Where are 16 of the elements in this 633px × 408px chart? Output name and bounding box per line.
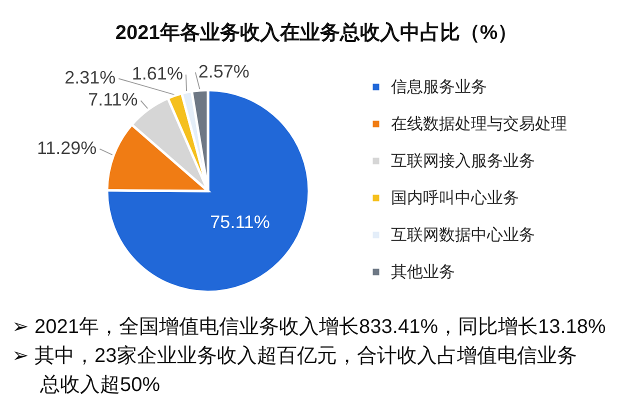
legend-label: 在线数据处理与交易处理	[391, 115, 567, 133]
legend-label: 国内呼叫中心业务	[391, 189, 519, 207]
data-label: 1.61%	[132, 64, 183, 84]
legend-label: 互联网数据中心业务	[391, 226, 535, 244]
data-label: 11.29%	[36, 138, 97, 158]
data-label: 7.11%	[88, 90, 138, 110]
data-label: 2.57%	[198, 61, 250, 82]
chart-title: 2021年各业务收入在业务总收入中占比（%）	[115, 21, 518, 44]
text: ➢ 其中，23家企业业务收入超百亿元，合计收入占增值电信业务	[12, 345, 577, 367]
text: 总收入超50%	[39, 374, 160, 396]
legend-label: 其他业务	[391, 263, 455, 281]
legend-label: 信息服务业务	[391, 78, 487, 96]
text: ➢ 2021年，全国增值电信业务收入增长833.41%，同比增长13.18%	[12, 316, 606, 338]
data-label: 2.31%	[64, 68, 116, 88]
data-label: 75.11%	[210, 212, 270, 232]
legend-label: 互联网接入服务业务	[391, 152, 535, 170]
